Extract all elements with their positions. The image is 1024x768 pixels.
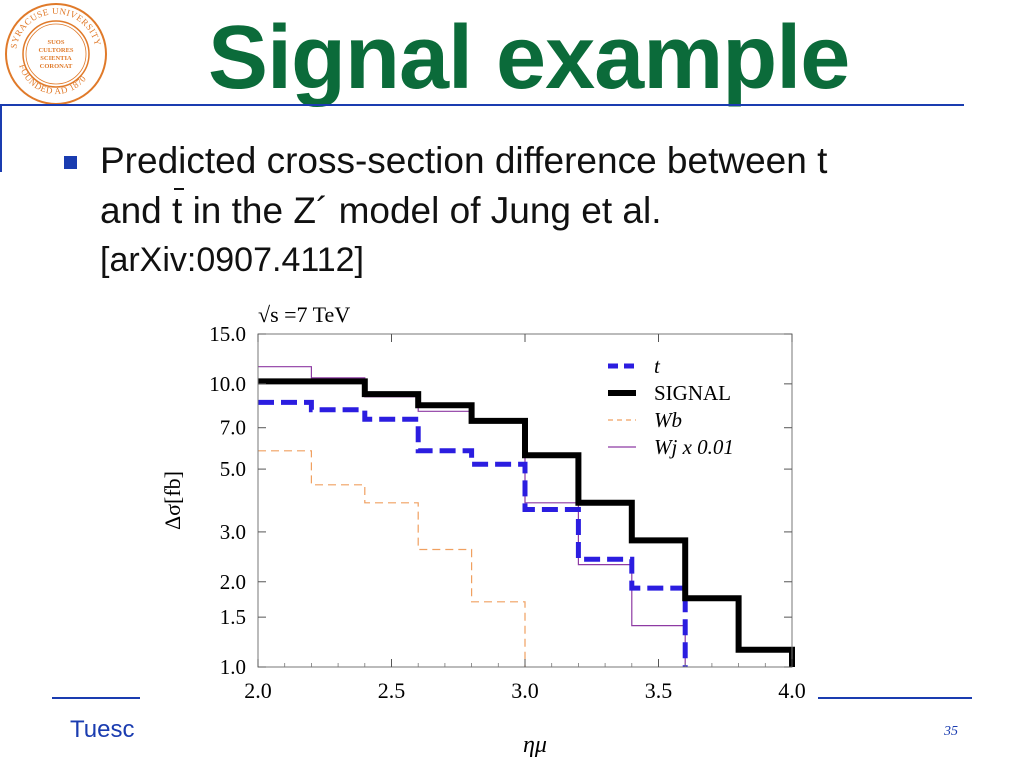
- seal-motto-3: SCIENTIA: [40, 55, 72, 62]
- slide-title: Signal example: [208, 8, 850, 108]
- y-tick-label: 1.0: [220, 655, 246, 679]
- bullet-marker: [64, 156, 77, 169]
- footer-rule-right: [818, 697, 972, 699]
- series-t: [258, 399, 688, 667]
- seal-motto-1: SUOS: [48, 39, 65, 46]
- x-axis-label: ημ: [523, 732, 547, 758]
- y-tick-label: 15.0: [209, 322, 246, 346]
- page-number: 35: [944, 724, 958, 739]
- y-tick-label: 1.5: [220, 605, 246, 629]
- bullet-line-2: and t in the Z´ model of Jung et al.: [100, 186, 960, 236]
- x-tick-label: 2.5: [378, 678, 406, 703]
- title-rule: [0, 104, 964, 106]
- footer-date: Tuesc: [70, 716, 135, 743]
- legend-label-wb: Wb: [654, 408, 682, 432]
- y-tick-label: 10.0: [209, 372, 246, 396]
- legend-label-signal: SIGNAL: [654, 381, 731, 405]
- y-axis-label: Δσ[fb]: [160, 471, 185, 530]
- y-tick-label: 7.0: [220, 416, 246, 440]
- seal-motto-2: CULTORES: [38, 47, 73, 54]
- chart-title: √s =7 TeV: [258, 302, 350, 327]
- x-tick-label: 3.0: [511, 678, 539, 703]
- t-bar-symbol: t: [172, 186, 185, 236]
- arxiv-reference: [arXiv:0907.4112]: [100, 241, 364, 279]
- legend-label-wj-x-0-01: Wj x 0.01: [654, 435, 734, 459]
- series-wb: [258, 450, 526, 667]
- seal-motto-4: CORONAT: [40, 63, 73, 70]
- footer-rule-left: [52, 697, 140, 699]
- x-tick-label: 4.0: [778, 678, 806, 703]
- cross-section-chart: 2.0 2.5 3.0 3.5 4.0 15.0 10.0 7.0 5.0 3.0 2.0 1.5 1.…: [160, 302, 806, 758]
- legend-label-t: t: [654, 354, 661, 378]
- bullet-line-1: Predicted cross-section difference betwe…: [100, 140, 828, 181]
- x-tick-label: 2.0: [244, 678, 272, 703]
- y-tick-label: 2.0: [220, 570, 246, 594]
- syracuse-university-seal: SYRACUSE UNIVERSITY FOUNDED AD 1870 SUOS…: [5, 3, 107, 105]
- left-accent-rule: [0, 106, 2, 172]
- y-tick-label: 5.0: [220, 457, 246, 481]
- series-signal: [258, 378, 795, 667]
- bullet-text: Predicted cross-section difference betwe…: [100, 136, 960, 284]
- x-tick-label: 3.5: [645, 678, 673, 703]
- y-tick-label: 3.0: [220, 520, 246, 544]
